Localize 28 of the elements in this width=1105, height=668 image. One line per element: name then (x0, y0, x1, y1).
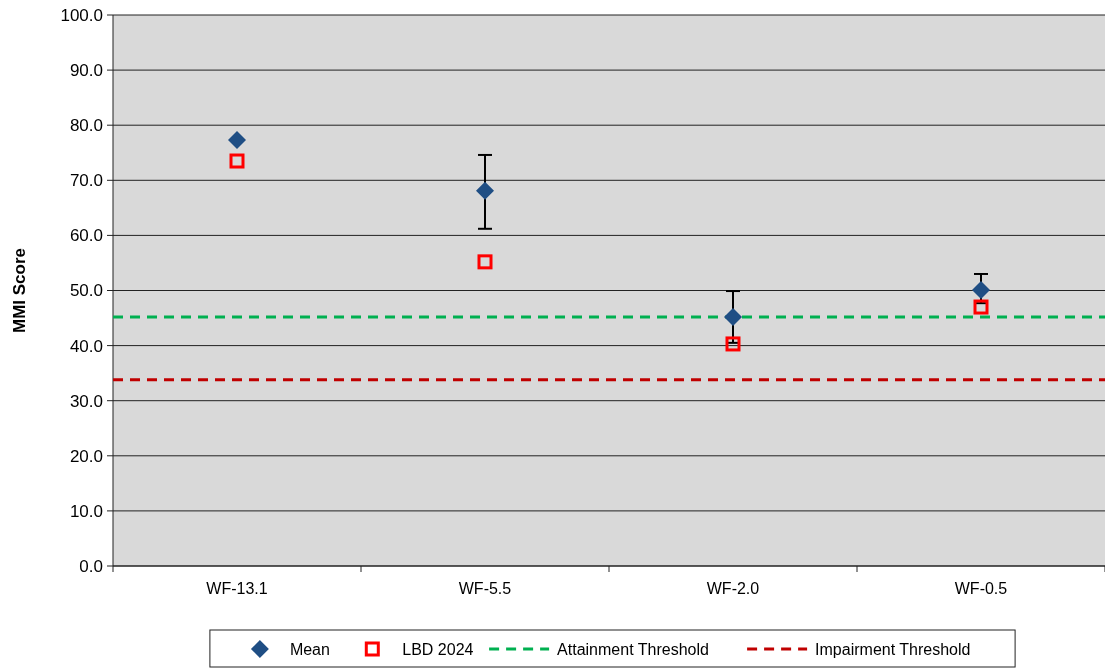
y-tick-label: 0.0 (79, 556, 103, 576)
y-tick-label: 50.0 (69, 281, 103, 301)
point (724, 307, 742, 326)
point (476, 181, 494, 200)
y-tick-label: 60.0 (69, 226, 103, 246)
legend-label: Mean (289, 640, 330, 658)
legend-label: Impairment Threshold (815, 640, 971, 658)
point (725, 336, 741, 352)
point (973, 299, 989, 315)
point (477, 254, 493, 270)
x-tick-label: WF-2.0 (706, 580, 760, 597)
x-tick-label: WF-5.5 (458, 580, 512, 597)
y-axis-title: MMI Score (10, 247, 29, 334)
point (229, 153, 245, 169)
y-tick-label: 30.0 (69, 391, 103, 411)
x-tick-label: WF-0.5 (954, 580, 1008, 597)
x-tick-label: WF-13.1 (206, 580, 268, 597)
point (972, 280, 990, 299)
legend-label: Attainment Threshold (557, 640, 709, 658)
y-tick-label: 90.0 (69, 61, 103, 81)
y-tick-label: 40.0 (69, 336, 103, 356)
y-tick-label: 10.0 (69, 501, 103, 521)
y-tick-label: 20.0 (69, 446, 103, 466)
legend-label: LBD 2024 (402, 640, 474, 658)
y-tick-label: 70.0 (69, 171, 103, 191)
y-tick-label: 80.0 (69, 116, 103, 136)
point (228, 131, 246, 150)
y-tick-label: 100.0 (60, 5, 103, 25)
